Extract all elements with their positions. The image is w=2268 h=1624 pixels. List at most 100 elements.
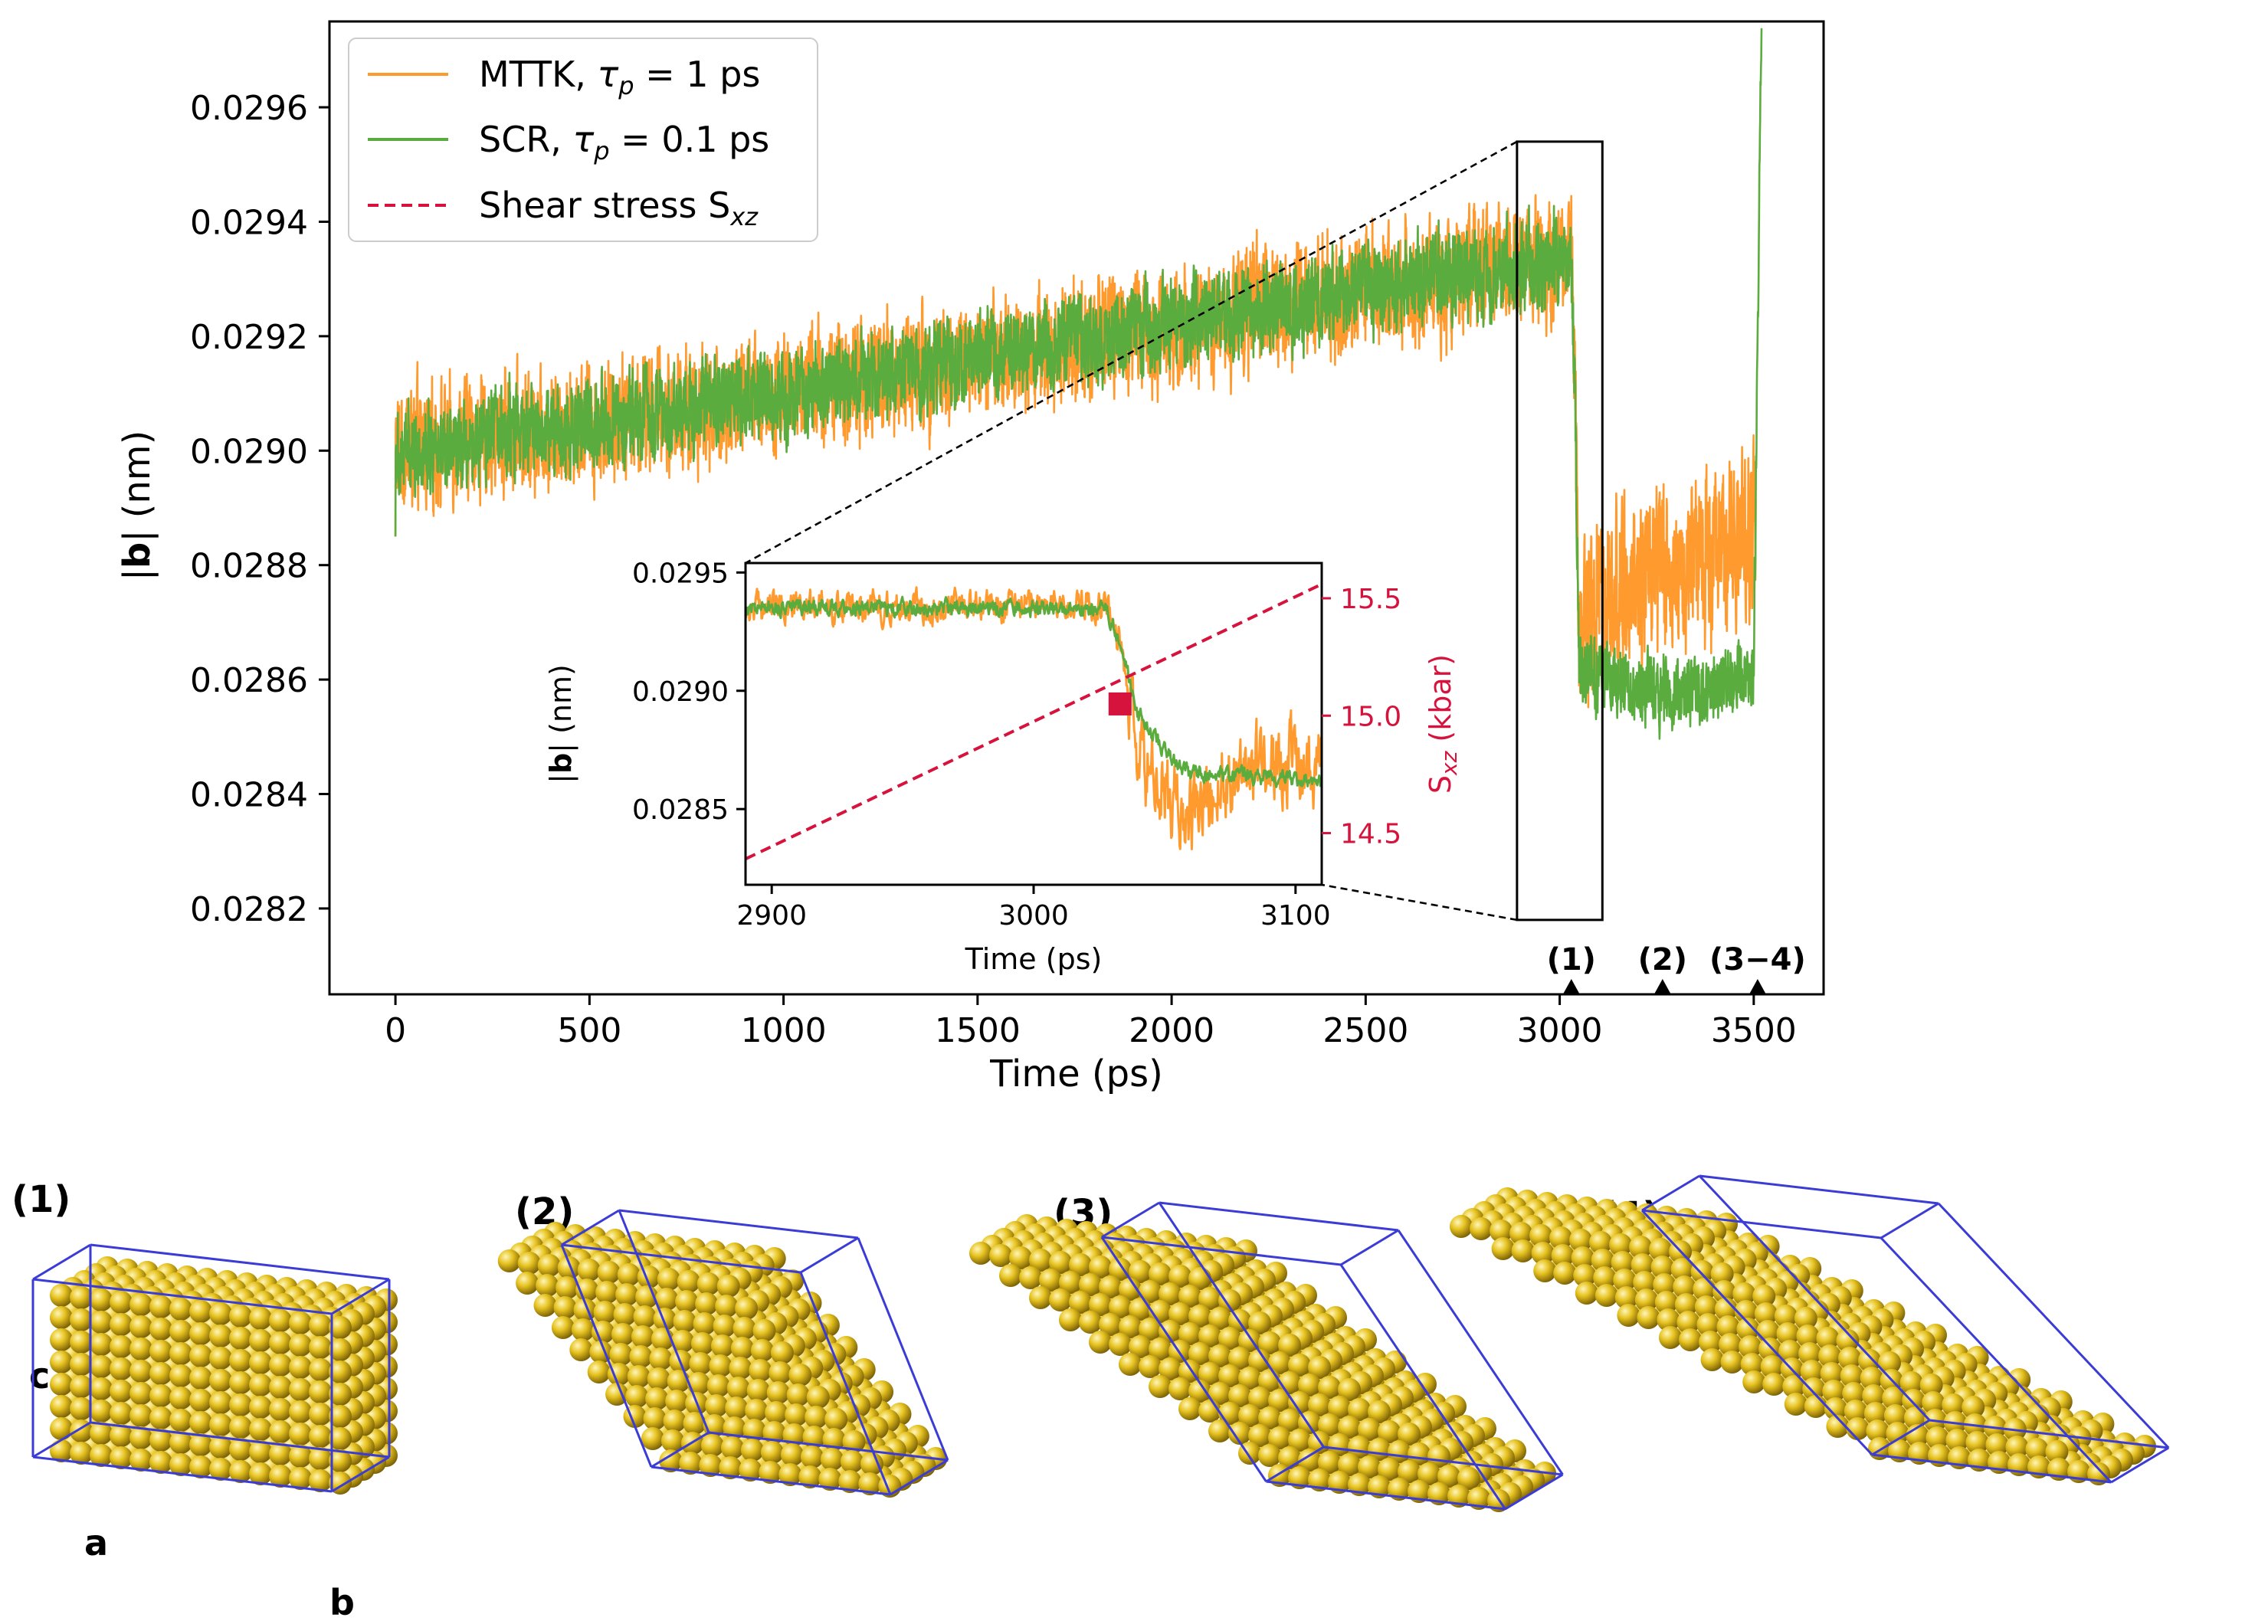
event-marker-label: (1) (1547, 942, 1596, 977)
atom (605, 1383, 629, 1406)
legend: MTTK, τp = 1 ps SCR, τp = 0.1 ps Shear s… (348, 38, 818, 242)
atom (249, 1440, 272, 1463)
atom (675, 1290, 699, 1313)
panel-label-1: (1) (11, 1178, 70, 1221)
atom (1168, 1265, 1191, 1288)
atom (1318, 1376, 1341, 1399)
atom (1139, 1280, 1162, 1303)
atom (679, 1452, 703, 1475)
atom (1168, 1377, 1191, 1400)
atom (1119, 1278, 1142, 1301)
inset-y-tick-label: 0.0285 (632, 794, 729, 826)
atom (1694, 1295, 1718, 1318)
atom (693, 1312, 716, 1335)
atom (329, 1316, 352, 1339)
atom (189, 1455, 212, 1478)
atom (1238, 1404, 1261, 1427)
atom (129, 1426, 152, 1449)
simulation-cell-edge (618, 1209, 859, 1239)
inset-y2-tick-label: 15.5 (1340, 584, 1401, 615)
atom (249, 1396, 272, 1419)
atom (1754, 1302, 1778, 1325)
atom (663, 1410, 687, 1432)
zoom-rectangle (1516, 140, 1604, 922)
atom (169, 1320, 192, 1343)
atom (1762, 1373, 1786, 1396)
atom (1945, 1429, 1969, 1452)
atom (1308, 1356, 1331, 1379)
atom (1840, 1364, 1863, 1387)
atom (1208, 1307, 1231, 1330)
atom (229, 1327, 252, 1350)
atom (1099, 1275, 1122, 1298)
atom (129, 1382, 152, 1405)
atom (289, 1334, 312, 1357)
atom (1657, 1308, 1680, 1331)
main-x-axis-label: Time (ps) (989, 1053, 1163, 1095)
atom (1511, 1239, 1535, 1262)
atom (643, 1407, 667, 1430)
atom (1139, 1318, 1162, 1341)
simulation-cell-edge (857, 1237, 949, 1461)
atom (1248, 1349, 1271, 1372)
atom (700, 1434, 724, 1457)
atom (1368, 1400, 1391, 1423)
atom (269, 1376, 292, 1399)
atom (591, 1321, 615, 1344)
atom (1609, 1233, 1632, 1256)
atom (1571, 1246, 1594, 1269)
atom (1742, 1370, 1766, 1393)
atom (249, 1329, 272, 1352)
inset-series-layer (746, 582, 1322, 861)
atom (1398, 1460, 1421, 1483)
atom (189, 1367, 212, 1390)
atom (1858, 1349, 1881, 1372)
inset-y-ticks: 0.0285 0.0290 0.0295 (632, 558, 746, 826)
atom (50, 1395, 73, 1418)
atom (189, 1411, 212, 1434)
atom (1139, 1355, 1162, 1378)
atom (1268, 1389, 1291, 1412)
atom (645, 1387, 669, 1410)
main-x-tick-label: 500 (557, 1011, 621, 1050)
atom (805, 1406, 828, 1429)
atom (1611, 1251, 1634, 1274)
atom (1732, 1282, 1756, 1305)
atom (683, 1412, 706, 1435)
atom (1288, 1466, 1311, 1489)
atom (1863, 1402, 1887, 1425)
atom (999, 1264, 1022, 1287)
atom (1846, 1417, 1870, 1440)
atom (1119, 1315, 1142, 1338)
atom (719, 1456, 742, 1479)
crystal-panel-4 (1450, 1174, 2170, 1485)
atom (1575, 1282, 1598, 1305)
atom (989, 1244, 1012, 1267)
atom (641, 1427, 664, 1450)
atom (149, 1362, 172, 1385)
main-y-tick-label: 0.0288 (190, 547, 308, 586)
atom (309, 1336, 332, 1359)
atom (149, 1406, 172, 1429)
atom (1796, 1324, 1820, 1347)
atom (1719, 1333, 1742, 1356)
atom (597, 1261, 621, 1284)
atom (1752, 1285, 1776, 1308)
simulation-cell-edge (1339, 1264, 1506, 1510)
atom (1838, 1347, 1861, 1370)
atom (1804, 1395, 1827, 1418)
atom (90, 1400, 113, 1423)
axis-letter-b: b (329, 1582, 355, 1623)
zoom-connector-bottom (1321, 883, 1518, 922)
simulation-cell-edge (800, 1236, 859, 1274)
atom (70, 1331, 93, 1354)
event-marker-label: (2) (1638, 942, 1687, 977)
atom (1408, 1480, 1431, 1503)
atom (785, 1403, 808, 1426)
atom (1228, 1347, 1251, 1370)
main-y-tick-label: 0.0286 (190, 661, 308, 700)
atom (752, 1319, 776, 1342)
atom (1653, 1273, 1676, 1296)
main-chart: 0 500 1000 1500 2000 2500 3000 3500 0.02820.028… (116, 20, 1825, 1095)
atom (709, 1354, 733, 1377)
